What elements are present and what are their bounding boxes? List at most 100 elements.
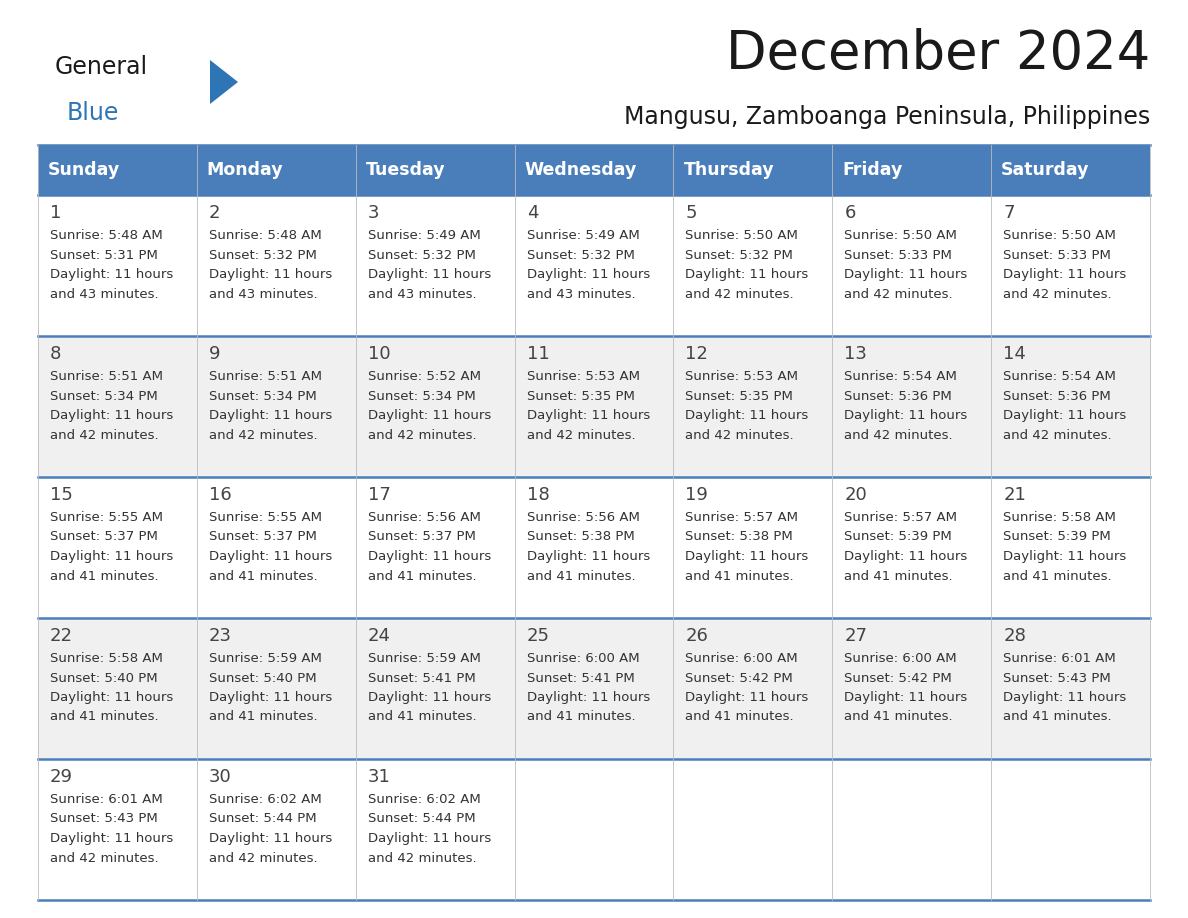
Text: Sunset: 5:35 PM: Sunset: 5:35 PM — [526, 389, 634, 402]
Text: and 41 minutes.: and 41 minutes. — [845, 569, 953, 583]
Text: and 43 minutes.: and 43 minutes. — [50, 287, 159, 300]
Bar — [197, 477, 355, 618]
Text: Sunset: 5:37 PM: Sunset: 5:37 PM — [50, 531, 158, 543]
Text: Sunset: 5:37 PM: Sunset: 5:37 PM — [368, 531, 475, 543]
Bar — [991, 477, 1150, 618]
Bar — [514, 618, 674, 759]
Text: Sunrise: 5:48 AM: Sunrise: 5:48 AM — [209, 229, 322, 242]
Text: 11: 11 — [526, 345, 549, 363]
Text: and 41 minutes.: and 41 minutes. — [50, 569, 159, 583]
Text: Sunset: 5:32 PM: Sunset: 5:32 PM — [368, 249, 475, 262]
Text: and 42 minutes.: and 42 minutes. — [845, 287, 953, 300]
Text: 8: 8 — [50, 345, 62, 363]
Text: Sunset: 5:36 PM: Sunset: 5:36 PM — [1003, 389, 1111, 402]
Text: Daylight: 11 hours: Daylight: 11 hours — [526, 409, 650, 422]
Text: Sunset: 5:32 PM: Sunset: 5:32 PM — [209, 249, 317, 262]
Text: and 41 minutes.: and 41 minutes. — [209, 711, 317, 723]
Text: Sunset: 5:40 PM: Sunset: 5:40 PM — [209, 671, 316, 685]
Text: and 42 minutes.: and 42 minutes. — [1003, 287, 1112, 300]
Bar — [197, 759, 355, 900]
Text: Daylight: 11 hours: Daylight: 11 hours — [50, 832, 173, 845]
Text: Sunrise: 5:51 AM: Sunrise: 5:51 AM — [50, 370, 163, 383]
Bar — [355, 145, 514, 195]
Text: and 41 minutes.: and 41 minutes. — [209, 569, 317, 583]
Bar — [514, 195, 674, 336]
Text: 6: 6 — [845, 204, 855, 222]
Bar — [674, 145, 833, 195]
Text: Daylight: 11 hours: Daylight: 11 hours — [845, 691, 967, 704]
Bar — [514, 759, 674, 900]
Text: Daylight: 11 hours: Daylight: 11 hours — [1003, 691, 1126, 704]
Text: Sunrise: 6:00 AM: Sunrise: 6:00 AM — [526, 652, 639, 665]
Text: Blue: Blue — [67, 101, 119, 125]
Text: 21: 21 — [1003, 486, 1026, 504]
Text: and 42 minutes.: and 42 minutes. — [845, 429, 953, 442]
Text: Daylight: 11 hours: Daylight: 11 hours — [209, 268, 333, 281]
Bar — [38, 145, 197, 195]
Text: Sunset: 5:39 PM: Sunset: 5:39 PM — [1003, 531, 1111, 543]
Text: Sunset: 5:32 PM: Sunset: 5:32 PM — [685, 249, 794, 262]
Text: 26: 26 — [685, 627, 708, 645]
Text: 29: 29 — [50, 768, 72, 786]
Bar — [355, 195, 514, 336]
Text: Sunrise: 5:57 AM: Sunrise: 5:57 AM — [845, 511, 958, 524]
Text: Sunrise: 6:02 AM: Sunrise: 6:02 AM — [368, 793, 480, 806]
Text: Sunrise: 5:54 AM: Sunrise: 5:54 AM — [1003, 370, 1116, 383]
Polygon shape — [210, 60, 238, 104]
Text: Mangusu, Zamboanga Peninsula, Philippines: Mangusu, Zamboanga Peninsula, Philippine… — [624, 105, 1150, 129]
Text: and 41 minutes.: and 41 minutes. — [368, 711, 476, 723]
Text: Daylight: 11 hours: Daylight: 11 hours — [209, 409, 333, 422]
Bar — [38, 477, 197, 618]
Text: Daylight: 11 hours: Daylight: 11 hours — [209, 691, 333, 704]
Text: Sunset: 5:39 PM: Sunset: 5:39 PM — [845, 531, 952, 543]
Bar — [355, 477, 514, 618]
Text: Daylight: 11 hours: Daylight: 11 hours — [845, 550, 967, 563]
Text: Sunrise: 5:54 AM: Sunrise: 5:54 AM — [845, 370, 958, 383]
Text: 1: 1 — [50, 204, 62, 222]
Text: 20: 20 — [845, 486, 867, 504]
Text: Sunrise: 5:56 AM: Sunrise: 5:56 AM — [526, 511, 639, 524]
Text: Tuesday: Tuesday — [366, 161, 446, 179]
Text: Sunset: 5:33 PM: Sunset: 5:33 PM — [1003, 249, 1111, 262]
Text: and 41 minutes.: and 41 minutes. — [685, 711, 794, 723]
Text: 31: 31 — [368, 768, 391, 786]
Text: December 2024: December 2024 — [726, 28, 1150, 80]
Text: 12: 12 — [685, 345, 708, 363]
Bar — [38, 195, 197, 336]
Text: Sunset: 5:32 PM: Sunset: 5:32 PM — [526, 249, 634, 262]
Text: 24: 24 — [368, 627, 391, 645]
Text: General: General — [55, 55, 148, 79]
Text: and 42 minutes.: and 42 minutes. — [526, 429, 636, 442]
Text: Sunrise: 5:55 AM: Sunrise: 5:55 AM — [50, 511, 163, 524]
Text: Sunrise: 5:50 AM: Sunrise: 5:50 AM — [1003, 229, 1116, 242]
Bar — [197, 336, 355, 477]
Text: and 41 minutes.: and 41 minutes. — [1003, 569, 1112, 583]
Text: Daylight: 11 hours: Daylight: 11 hours — [685, 268, 809, 281]
Text: Daylight: 11 hours: Daylight: 11 hours — [50, 268, 173, 281]
Text: Sunset: 5:44 PM: Sunset: 5:44 PM — [368, 812, 475, 825]
Text: and 41 minutes.: and 41 minutes. — [526, 711, 636, 723]
Bar — [991, 145, 1150, 195]
Text: Sunset: 5:31 PM: Sunset: 5:31 PM — [50, 249, 158, 262]
Bar — [38, 759, 197, 900]
Text: Sunrise: 5:56 AM: Sunrise: 5:56 AM — [368, 511, 481, 524]
Text: and 41 minutes.: and 41 minutes. — [50, 711, 159, 723]
Text: 18: 18 — [526, 486, 549, 504]
Text: Sunrise: 5:53 AM: Sunrise: 5:53 AM — [685, 370, 798, 383]
Text: and 42 minutes.: and 42 minutes. — [209, 852, 317, 865]
Text: Sunset: 5:36 PM: Sunset: 5:36 PM — [845, 389, 952, 402]
Text: Daylight: 11 hours: Daylight: 11 hours — [845, 268, 967, 281]
Text: Daylight: 11 hours: Daylight: 11 hours — [1003, 268, 1126, 281]
Text: 23: 23 — [209, 627, 232, 645]
Text: 17: 17 — [368, 486, 391, 504]
Text: Sunset: 5:38 PM: Sunset: 5:38 PM — [526, 531, 634, 543]
Text: and 41 minutes.: and 41 minutes. — [845, 711, 953, 723]
Text: 4: 4 — [526, 204, 538, 222]
Text: Daylight: 11 hours: Daylight: 11 hours — [526, 550, 650, 563]
Text: 28: 28 — [1003, 627, 1026, 645]
Bar — [674, 759, 833, 900]
Text: Sunrise: 6:02 AM: Sunrise: 6:02 AM — [209, 793, 322, 806]
Text: Sunset: 5:41 PM: Sunset: 5:41 PM — [368, 671, 475, 685]
Text: Daylight: 11 hours: Daylight: 11 hours — [685, 550, 809, 563]
Text: Sunrise: 5:50 AM: Sunrise: 5:50 AM — [845, 229, 958, 242]
